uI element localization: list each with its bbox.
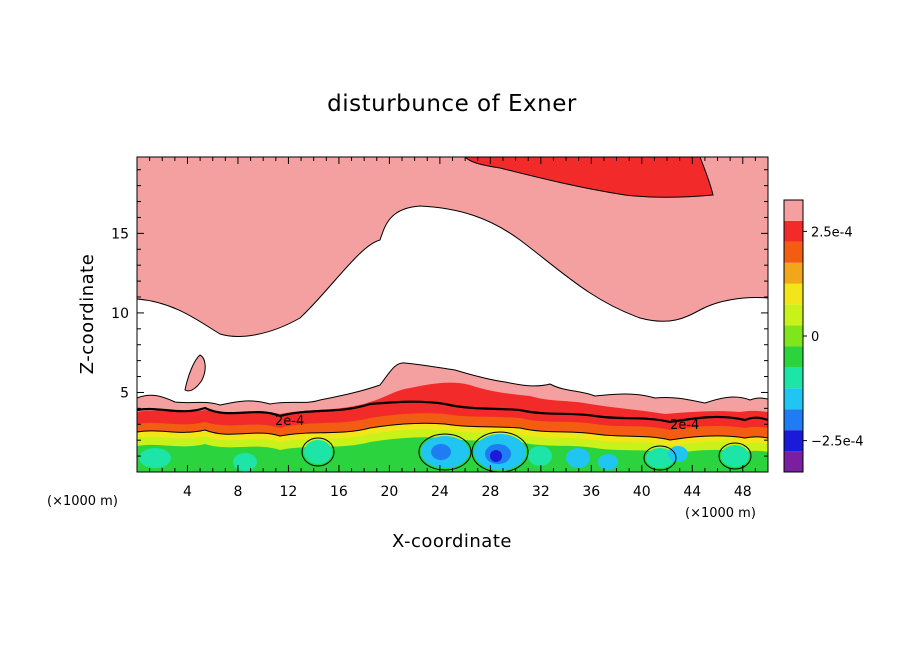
colorbar-swatch (784, 346, 803, 368)
x-tick-label: 16 (330, 484, 348, 500)
plot-area: 2e-4 2e-4 (137, 157, 768, 472)
upper-strong-region (465, 157, 713, 198)
x-unit-label-right: (×1000 m) (685, 506, 756, 521)
colorbar-swatch (784, 409, 803, 431)
y-tick-label: 15 (111, 226, 129, 242)
x-tick-label: 36 (582, 484, 600, 500)
colorbar-swatch (784, 367, 803, 389)
x-tick-label: 48 (734, 484, 752, 500)
y-axis: 5 10 15 (111, 169, 768, 457)
chart-title: disturbunce of Exner (327, 91, 577, 117)
colorbar-swatch (784, 262, 803, 284)
x-tick-label: 12 (280, 484, 298, 500)
x-tick-label: 44 (683, 484, 701, 500)
x-tick-label: 40 (633, 484, 651, 500)
colorbar: 2.5e-4 0 −2.5e-4 (783, 199, 864, 473)
x-unit-label-left: (×1000 m) (47, 494, 118, 509)
x-tick-label: 8 (233, 484, 242, 500)
colorbar-swatch (784, 304, 803, 326)
colorbar-swatch (784, 241, 803, 263)
contour-lines (137, 157, 768, 472)
contour-label-right: 2e-4 (670, 418, 699, 433)
x-tick-label: 32 (532, 484, 550, 500)
negative-cells (139, 434, 749, 471)
colorbar-swatch (784, 388, 803, 410)
x-axis-title: X-coordinate (392, 531, 512, 552)
x-tick-label: 24 (431, 484, 449, 500)
colorbar-swatch (784, 325, 803, 347)
y-axis-title: Z-coordinate (77, 254, 98, 375)
x-tick-label: 28 (481, 484, 499, 500)
y-tick-label: 5 (120, 385, 129, 401)
x-tick-label: 20 (380, 484, 398, 500)
colorbar-swatch (784, 430, 803, 452)
colorbar-swatch (784, 451, 803, 472)
upper-positive-region (137, 157, 768, 337)
x-tick-label: 4 (183, 484, 192, 500)
colorbar-label: −2.5e-4 (811, 435, 864, 450)
x-axis: 4 8 12 16 20 24 28 32 36 40 44 48 (149, 157, 756, 500)
contour-label-left: 2e-4 (275, 414, 304, 429)
colorbar-swatch (784, 283, 803, 305)
colorbar-swatch (784, 220, 803, 242)
colorbar-label: 0 (811, 330, 819, 345)
colorbar-label: 2.5e-4 (811, 225, 853, 240)
colorbar-swatch (784, 200, 803, 221)
y-tick-label: 10 (111, 306, 129, 322)
